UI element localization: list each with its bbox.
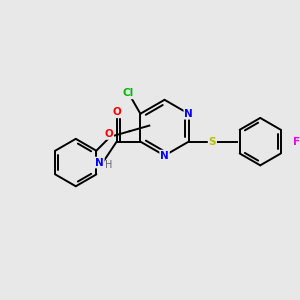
Text: N: N — [160, 151, 169, 160]
Text: S: S — [208, 136, 216, 147]
Text: N: N — [95, 158, 104, 167]
Text: F: F — [293, 136, 300, 147]
Text: O: O — [104, 129, 113, 139]
Text: O: O — [112, 107, 121, 117]
Text: H: H — [105, 160, 112, 170]
Text: Cl: Cl — [123, 88, 134, 98]
Text: N: N — [184, 109, 193, 119]
